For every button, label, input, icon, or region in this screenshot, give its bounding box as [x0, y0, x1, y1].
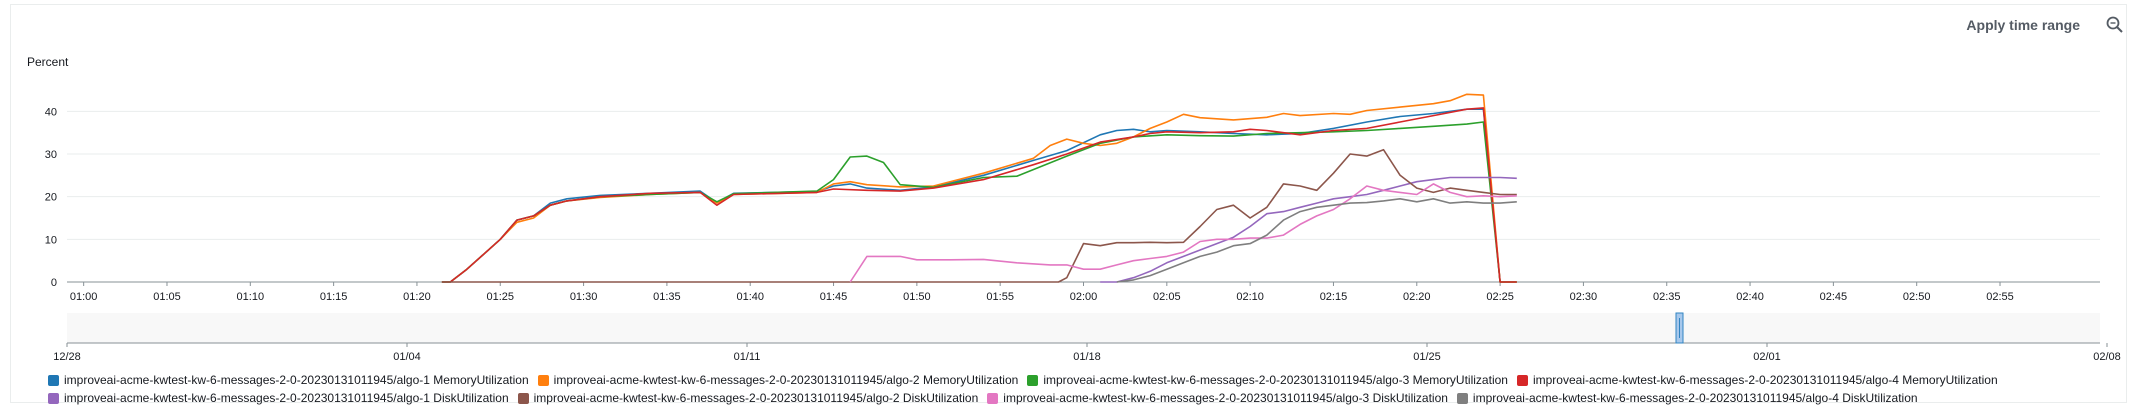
- navigator-label: 02/08: [2093, 351, 2121, 363]
- x-tick-label: 02:20: [1403, 291, 1431, 303]
- x-tick-label: 01:50: [903, 291, 931, 303]
- series-line-2: [441, 93, 1517, 283]
- legend-label: improveai-acme-kwtest-kw-6-messages-2-0-…: [533, 391, 979, 405]
- legend-label: improveai-acme-kwtest-kw-6-messages-2-0-…: [1003, 391, 1448, 405]
- legend-swatch: [987, 392, 999, 404]
- zoom-icon[interactable]: [2105, 15, 2125, 35]
- y-tick-label: 20: [45, 192, 57, 204]
- legend-item[interactable]: improveai-acme-kwtest-kw-6-messages-2-0-…: [517, 391, 979, 405]
- legend-label: improveai-acme-kwtest-kw-6-messages-2-0-…: [64, 391, 509, 405]
- navigator-label: 01/04: [393, 351, 421, 363]
- x-tick-label: 02:25: [1486, 291, 1514, 303]
- legend-item[interactable]: improveai-acme-kwtest-kw-6-messages-2-0-…: [1027, 373, 1508, 387]
- x-tick-label: 02:40: [1736, 291, 1764, 303]
- chart-widget: [10, 4, 2127, 403]
- legend: improveai-acme-kwtest-kw-6-messages-2-0-…: [48, 371, 2007, 407]
- grid: [67, 110, 2100, 283]
- x-tick-label: 01:45: [820, 291, 848, 303]
- series-line-5: [1100, 176, 1517, 283]
- legend-swatch: [537, 374, 549, 386]
- legend-swatch: [1456, 392, 1468, 404]
- legend-label: improveai-acme-kwtest-kw-6-messages-2-0-…: [64, 373, 529, 387]
- time-navigator[interactable]: 12/28 01/04 01/11 01/18 01/25 02/01 02/08: [53, 312, 2121, 363]
- x-tick-label: 01:35: [653, 291, 681, 303]
- legend-item[interactable]: improveai-acme-kwtest-kw-6-messages-2-0-…: [48, 373, 529, 387]
- x-tick-label: 01:05: [153, 291, 181, 303]
- navigator-label: 02/01: [1753, 351, 1781, 363]
- legend-label: improveai-acme-kwtest-kw-6-messages-2-0-…: [1472, 391, 1918, 405]
- x-axis-ticks: 01:00 01:05 01:10 01:15 01:20 01:25 01:30 01:35…: [70, 282, 2014, 303]
- y-tick-label: 10: [45, 234, 57, 246]
- legend-item[interactable]: improveai-acme-kwtest-kw-6-messages-2-0-…: [1456, 391, 1918, 405]
- x-tick-label: 02:50: [1903, 291, 1931, 303]
- apply-time-range-button[interactable]: Apply time range: [1966, 17, 2080, 33]
- legend-swatch: [48, 392, 59, 404]
- x-tick-label: 01:30: [570, 291, 598, 303]
- series-line-6: [441, 148, 1517, 283]
- x-tick-label: 01:00: [70, 291, 98, 303]
- legend-label: improveai-acme-kwtest-kw-6-messages-2-0-…: [553, 373, 1019, 387]
- x-tick-label: 01:15: [320, 291, 348, 303]
- x-tick-label: 02:00: [1070, 291, 1098, 303]
- series-line-1: [441, 108, 1517, 283]
- legend-label: improveai-acme-kwtest-kw-6-messages-2-0-…: [1532, 373, 1998, 387]
- x-tick-label: 01:55: [986, 291, 1014, 303]
- series-line-3: [441, 121, 1517, 283]
- x-tick-label: 01:10: [237, 291, 265, 303]
- legend-swatch: [1027, 374, 1039, 386]
- series-line-8: [1116, 198, 1517, 283]
- x-tick-label: 02:30: [1570, 291, 1598, 303]
- legend-swatch: [48, 374, 59, 386]
- x-tick-label: 01:40: [736, 291, 764, 303]
- legend-item[interactable]: improveai-acme-kwtest-kw-6-messages-2-0-…: [987, 391, 1448, 405]
- y-tick-label: 0: [51, 277, 57, 289]
- series-line-7: [849, 183, 1517, 283]
- x-tick-label: 02:45: [1820, 291, 1848, 303]
- navigator-track[interactable]: [67, 313, 2100, 343]
- x-tick-label: 01:25: [486, 291, 514, 303]
- navigator-label: 01/25: [1413, 351, 1441, 363]
- legend-swatch: [1516, 374, 1528, 386]
- x-tick-label: 01:20: [403, 291, 431, 303]
- legend-row: improveai-acme-kwtest-kw-6-messages-2-0-…: [48, 389, 2007, 407]
- x-tick-label: 02:55: [1986, 291, 2014, 303]
- x-tick-label: 02:35: [1653, 291, 1681, 303]
- series-lines: [441, 93, 1517, 283]
- legend-item[interactable]: improveai-acme-kwtest-kw-6-messages-2-0-…: [48, 391, 509, 405]
- line-chart: 0 10 20 30 40 01:00 01:05 01:10 01:15 01:20 01:25…: [45, 93, 2121, 363]
- x-tick-label: 02:05: [1153, 291, 1181, 303]
- y-tick-label: 40: [45, 106, 57, 118]
- legend-label: improveai-acme-kwtest-kw-6-messages-2-0-…: [1043, 373, 1508, 387]
- y-tick-label: 30: [45, 149, 57, 161]
- legend-item[interactable]: improveai-acme-kwtest-kw-6-messages-2-0-…: [1516, 373, 1998, 387]
- navigator-label: 01/11: [734, 351, 761, 363]
- navigator-label: 12/28: [53, 351, 81, 363]
- legend-item[interactable]: improveai-acme-kwtest-kw-6-messages-2-0-…: [537, 373, 1019, 387]
- y-axis-ticks: 0 10 20 30 40: [45, 106, 57, 289]
- y-axis-label: Percent: [27, 55, 69, 69]
- series-line-4: [441, 107, 1517, 283]
- legend-row: improveai-acme-kwtest-kw-6-messages-2-0-…: [48, 371, 2007, 389]
- x-tick-label: 02:15: [1320, 291, 1348, 303]
- navigator-label: 01/18: [1073, 351, 1101, 363]
- legend-swatch: [517, 392, 529, 404]
- x-tick-label: 02:10: [1236, 291, 1264, 303]
